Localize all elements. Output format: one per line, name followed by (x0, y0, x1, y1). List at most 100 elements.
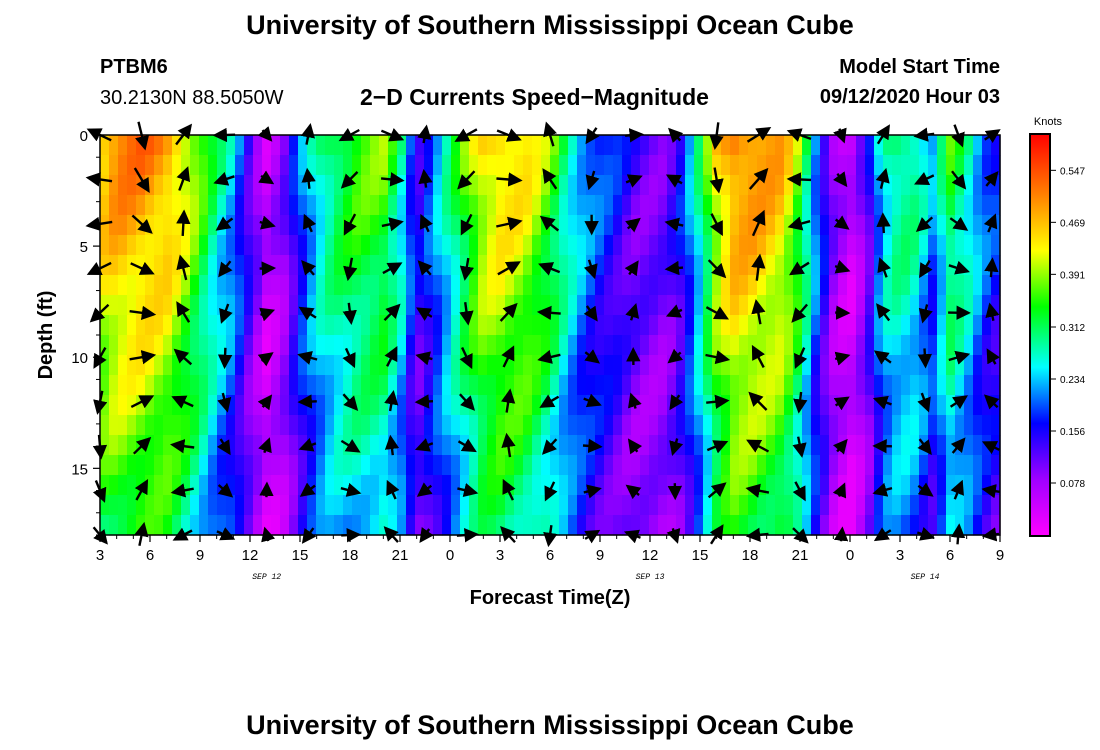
date-labels: SEP 12 SEP 13 SEP 14 (252, 573, 939, 582)
heatmap-cell (154, 515, 164, 536)
heatmap-cell (271, 335, 281, 356)
heatmap-cell (325, 455, 335, 476)
heatmap-cell (370, 235, 380, 256)
heatmap-cell (631, 495, 641, 516)
heatmap-cell (235, 495, 245, 516)
heatmap-cell (550, 315, 560, 336)
heatmap-cell (334, 275, 344, 296)
heatmap-cell (631, 375, 641, 396)
heatmap-cell (514, 175, 524, 196)
y-tick-label: 10 (71, 350, 88, 367)
heatmap-cell (694, 155, 704, 176)
heatmap-cell (118, 215, 128, 236)
heatmap-cell (676, 135, 686, 156)
heatmap-cell (883, 455, 893, 476)
heatmap-cell (136, 335, 146, 356)
heatmap-cell (100, 295, 110, 316)
heatmap-cell (244, 215, 254, 236)
heatmap-cell (460, 515, 470, 536)
heatmap-cell (523, 135, 533, 156)
heatmap-cell (586, 335, 596, 356)
heatmap-cell (919, 315, 929, 336)
heatmap-cell (739, 375, 749, 396)
heatmap-cell (244, 315, 254, 336)
heatmap-cell (622, 155, 632, 176)
heatmap-cell (118, 255, 128, 276)
heatmap-cell (910, 495, 920, 516)
heatmap-cell (388, 315, 398, 336)
heatmap-cell (109, 175, 119, 196)
heatmap-cell (577, 155, 587, 176)
heatmap-cell (145, 515, 155, 536)
heatmap-cell (478, 275, 488, 296)
heatmap-cell (163, 495, 173, 516)
heatmap-cell (433, 295, 443, 316)
heatmap-cell (307, 475, 317, 496)
heatmap-cell (289, 275, 299, 296)
heatmap-cell (955, 515, 965, 536)
heatmap-cell (451, 175, 461, 196)
heatmap-cell (829, 195, 839, 216)
heatmap-cell (514, 295, 524, 316)
heatmap-cell (478, 295, 488, 316)
heatmap-cell (172, 415, 182, 436)
heatmap-cell (937, 295, 947, 316)
heatmap-cell (271, 275, 281, 296)
heatmap-cell (865, 255, 875, 276)
heatmap-cell (820, 355, 830, 376)
heatmap-cell (568, 135, 578, 156)
heatmap-cell (901, 135, 911, 156)
heatmap-cell (208, 415, 218, 436)
heatmap-cell (739, 235, 749, 256)
heatmap-cell (604, 255, 614, 276)
current-arrow (340, 171, 359, 189)
heatmap-cell (667, 135, 677, 156)
heatmap-cell (766, 495, 776, 516)
heatmap-cell (478, 455, 488, 476)
current-arrow (299, 482, 316, 497)
heatmap-cell (397, 395, 407, 416)
heatmap-cell (136, 195, 146, 216)
heatmap-cell (613, 275, 623, 296)
heatmap-cell (766, 155, 776, 176)
heatmap-cell (217, 135, 227, 156)
heatmap-cell (352, 155, 362, 176)
heatmap-cell (766, 475, 776, 496)
heatmap-cell (262, 415, 272, 436)
heatmap-cell (451, 215, 461, 236)
heatmap-cell (919, 195, 929, 216)
current-arrow (583, 259, 598, 280)
current-arrow (746, 439, 770, 453)
heatmap-cell (802, 215, 812, 236)
heatmap-cell (262, 275, 272, 296)
heatmap-cell (523, 315, 533, 336)
heatmap-cell (280, 195, 290, 216)
current-arrow (459, 393, 476, 411)
heatmap-cell (550, 255, 560, 276)
heatmap-cell (631, 155, 641, 176)
heatmap-cell (847, 215, 857, 236)
heatmap-cell (388, 455, 398, 476)
heatmap-cell (415, 515, 425, 536)
heatmap-cell (343, 315, 353, 336)
heatmap-cell (775, 515, 785, 536)
heatmap-cell (253, 415, 263, 436)
heatmap-cell (298, 215, 308, 236)
current-arrow (297, 394, 317, 409)
x-tick-label: 9 (596, 547, 604, 564)
heatmap-cell (667, 355, 677, 376)
heatmap-cell (577, 335, 587, 356)
heatmap-cell (658, 215, 668, 236)
heatmap-cell (811, 275, 821, 296)
current-arrow (986, 348, 1000, 365)
heatmap-cell (946, 175, 956, 196)
heatmap-cell (451, 335, 461, 356)
heatmap-cell (946, 215, 956, 236)
heatmap-cell (901, 255, 911, 276)
heatmap-cell (496, 295, 506, 316)
heatmap-cell (505, 415, 515, 436)
heatmap-cell (694, 295, 704, 316)
heatmap-cell (586, 155, 596, 176)
heatmap-cell (802, 495, 812, 516)
heatmap-cell (280, 475, 290, 496)
